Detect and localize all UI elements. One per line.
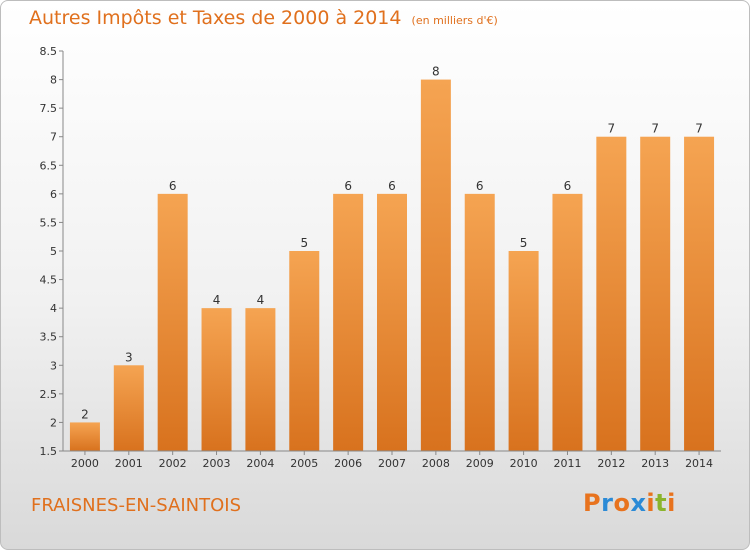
bar-2001 bbox=[113, 365, 144, 451]
bar-2000 bbox=[69, 422, 100, 451]
bar-2002 bbox=[157, 193, 188, 451]
location-label: FRAISNES-EN-SAINTOIS bbox=[31, 495, 242, 516]
bar-2009 bbox=[464, 193, 495, 451]
x-tick-label-2008: 2008 bbox=[422, 457, 450, 470]
bar-2007 bbox=[377, 193, 407, 451]
x-tick-label-2001: 2001 bbox=[115, 457, 143, 470]
y-tick-label: 7.5 bbox=[40, 102, 58, 115]
y-tick-label: 2 bbox=[50, 416, 57, 429]
logo-letter: t bbox=[655, 489, 668, 517]
y-tick-label: 3.5 bbox=[40, 331, 58, 344]
value-label-2012: 7 bbox=[608, 122, 616, 136]
x-axis: 2000 2001 2002 2003 2004 2005 2006 2007 2008 2009… bbox=[63, 450, 721, 470]
value-label-2003: 4 bbox=[213, 293, 221, 307]
value-label-2004: 4 bbox=[257, 293, 265, 307]
y-tick-label: 1.5 bbox=[40, 445, 58, 458]
logo-letter: i bbox=[667, 489, 676, 517]
y-tick-label: 8.5 bbox=[40, 45, 58, 58]
value-label-2009: 6 bbox=[476, 179, 484, 193]
x-tick-label-2013: 2013 bbox=[641, 457, 669, 470]
y-tick-label: 5.5 bbox=[40, 216, 58, 229]
bar-2004 bbox=[245, 308, 276, 451]
bar-2013 bbox=[640, 136, 671, 451]
value-label-2001: 3 bbox=[125, 350, 133, 364]
x-tick-label-2006: 2006 bbox=[334, 457, 362, 470]
value-label-2006: 6 bbox=[344, 179, 352, 193]
value-label-2002: 6 bbox=[169, 179, 177, 193]
x-tick-label-2012: 2012 bbox=[597, 457, 625, 470]
logo-letter: r bbox=[601, 489, 614, 517]
y-tick-label: 6.5 bbox=[40, 159, 58, 172]
chart-title-text: Autres Impôts et Taxes de 2000 à 2014 bbox=[29, 7, 402, 29]
bars: 2 3 6 4 4 5 6 6 8 6 5 6 7 7 7 bbox=[69, 65, 715, 452]
bar-2005 bbox=[289, 251, 320, 451]
x-tick-label-2011: 2011 bbox=[553, 457, 581, 470]
y-tick-label: 3 bbox=[50, 359, 57, 372]
y-tick-label: 4 bbox=[50, 302, 57, 315]
y-tick-label: 5 bbox=[50, 245, 57, 258]
x-tick-label-2002: 2002 bbox=[159, 457, 187, 470]
x-tick-label-2014: 2014 bbox=[685, 457, 713, 470]
logo-letter: o bbox=[613, 489, 631, 517]
x-tick-label-2004: 2004 bbox=[246, 457, 274, 470]
bar-2011 bbox=[552, 193, 583, 451]
x-tick-label-2009: 2009 bbox=[466, 457, 494, 470]
proxiti-logo[interactable]: Proxiti bbox=[583, 489, 676, 517]
bar-2012 bbox=[596, 136, 627, 451]
value-label-2011: 6 bbox=[564, 179, 572, 193]
value-label-2005: 5 bbox=[300, 236, 308, 250]
bar-2014 bbox=[684, 136, 715, 451]
x-tick-label-2000: 2000 bbox=[71, 457, 99, 470]
bar-2008 bbox=[420, 79, 451, 452]
value-label-2007: 6 bbox=[388, 179, 396, 193]
bar-2006 bbox=[333, 193, 364, 451]
x-tick-label-2003: 2003 bbox=[203, 457, 231, 470]
value-label-2014: 7 bbox=[695, 122, 703, 136]
y-tick-label: 8 bbox=[50, 74, 57, 87]
logo-letter: P bbox=[583, 489, 602, 517]
bar-2003 bbox=[201, 308, 232, 451]
chart-title: Autres Impôts et Taxes de 2000 à 2014 (e… bbox=[29, 7, 498, 29]
x-tick-label-2010: 2010 bbox=[510, 457, 538, 470]
logo-letter: x bbox=[630, 489, 647, 517]
bar-2010 bbox=[508, 251, 539, 451]
value-label-2010: 5 bbox=[520, 236, 528, 250]
chart-subtitle: (en milliers d'€) bbox=[411, 14, 498, 27]
y-tick-label: 4.5 bbox=[40, 274, 58, 287]
y-tick-label: 2.5 bbox=[40, 388, 58, 401]
value-label-2000: 2 bbox=[81, 407, 89, 421]
x-tick-label-2005: 2005 bbox=[290, 457, 318, 470]
y-tick-label: 7 bbox=[50, 131, 57, 144]
value-label-2013: 7 bbox=[651, 122, 659, 136]
y-axis: 1.5 2 2.5 3 3.5 4 4.5 5 5.5 6 6.5 7 7.5 8 8.5 bbox=[40, 45, 64, 458]
logo-letter: i bbox=[646, 489, 656, 517]
y-tick-label: 6 bbox=[50, 188, 57, 201]
x-tick-label-2007: 2007 bbox=[378, 457, 406, 470]
value-label-2008: 8 bbox=[432, 65, 440, 79]
